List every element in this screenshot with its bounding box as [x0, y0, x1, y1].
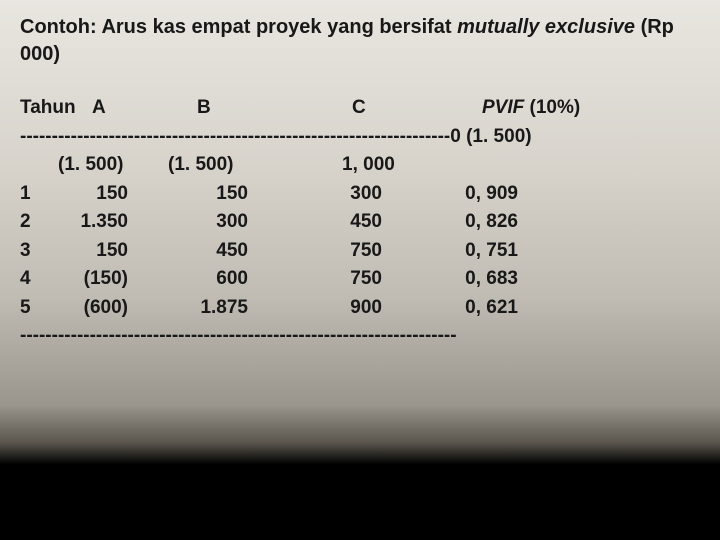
- table-row: 11501503000, 909: [20, 180, 700, 209]
- cell-c: 900: [288, 294, 408, 323]
- dash-segment: ----------------------------------------…: [20, 126, 450, 147]
- col-header-pvif: PVIF (10%): [482, 94, 580, 123]
- cell-c: 450: [288, 208, 408, 237]
- table-row: 31504507500, 751: [20, 237, 700, 266]
- cell-c: 750: [288, 265, 408, 294]
- initial-c: 1, 000: [342, 151, 542, 180]
- cell-pvif: 0, 621: [408, 294, 548, 323]
- year-zero: 0: [450, 126, 461, 147]
- cell-tahun: 2: [20, 208, 58, 237]
- table-row: 21.3503004500, 826: [20, 208, 700, 237]
- table-block: Tahun A B C PVIF (10%) -----------------…: [20, 94, 700, 351]
- divider-bottom: ----------------------------------------…: [20, 322, 700, 351]
- cell-a: 150: [58, 237, 168, 266]
- pvif-rate: (10%): [524, 97, 580, 118]
- cell-a: (150): [58, 265, 168, 294]
- trailing-value: (1. 500): [461, 126, 532, 147]
- cell-pvif: 0, 826: [408, 208, 548, 237]
- col-header-tahun: Tahun: [20, 94, 92, 123]
- cell-a: 150: [58, 180, 168, 209]
- col-header-a: A: [92, 94, 197, 123]
- table-row: 4(150)6007500, 683: [20, 265, 700, 294]
- spacer: [20, 151, 58, 180]
- table-body: 11501503000, 90921.3503004500, 826315045…: [20, 180, 700, 323]
- cell-b: 450: [168, 237, 288, 266]
- cell-b: 600: [168, 265, 288, 294]
- divider-top: ----------------------------------------…: [20, 123, 700, 152]
- cell-a: 1.350: [58, 208, 168, 237]
- cell-b: 150: [168, 180, 288, 209]
- cell-c: 300: [288, 180, 408, 209]
- col-header-b: B: [197, 94, 352, 123]
- cell-b: 1.875: [168, 294, 288, 323]
- cell-pvif: 0, 683: [408, 265, 548, 294]
- title-prefix: Contoh: Arus kas empat proyek yang bersi…: [20, 16, 457, 38]
- cell-a: (600): [58, 294, 168, 323]
- table-header-row: Tahun A B C PVIF (10%): [20, 94, 700, 123]
- initial-row: (1. 500) (1. 500) 1, 000: [20, 151, 700, 180]
- cell-pvif: 0, 751: [408, 237, 548, 266]
- initial-a: (1. 500): [58, 151, 168, 180]
- col-header-c: C: [352, 94, 482, 123]
- cell-tahun: 5: [20, 294, 58, 323]
- table-row: 5(600)1.8759000, 621: [20, 294, 700, 323]
- cell-tahun: 1: [20, 180, 58, 209]
- cell-pvif: 0, 909: [408, 180, 548, 209]
- slide-title: Contoh: Arus kas empat proyek yang bersi…: [20, 14, 700, 68]
- title-italic: mutually exclusive: [457, 16, 635, 38]
- cell-b: 300: [168, 208, 288, 237]
- pvif-label: PVIF: [482, 97, 524, 118]
- cell-c: 750: [288, 237, 408, 266]
- cell-tahun: 3: [20, 237, 58, 266]
- cell-tahun: 4: [20, 265, 58, 294]
- slide-content: Contoh: Arus kas empat proyek yang bersi…: [0, 0, 720, 351]
- initial-b: (1. 500): [168, 151, 342, 180]
